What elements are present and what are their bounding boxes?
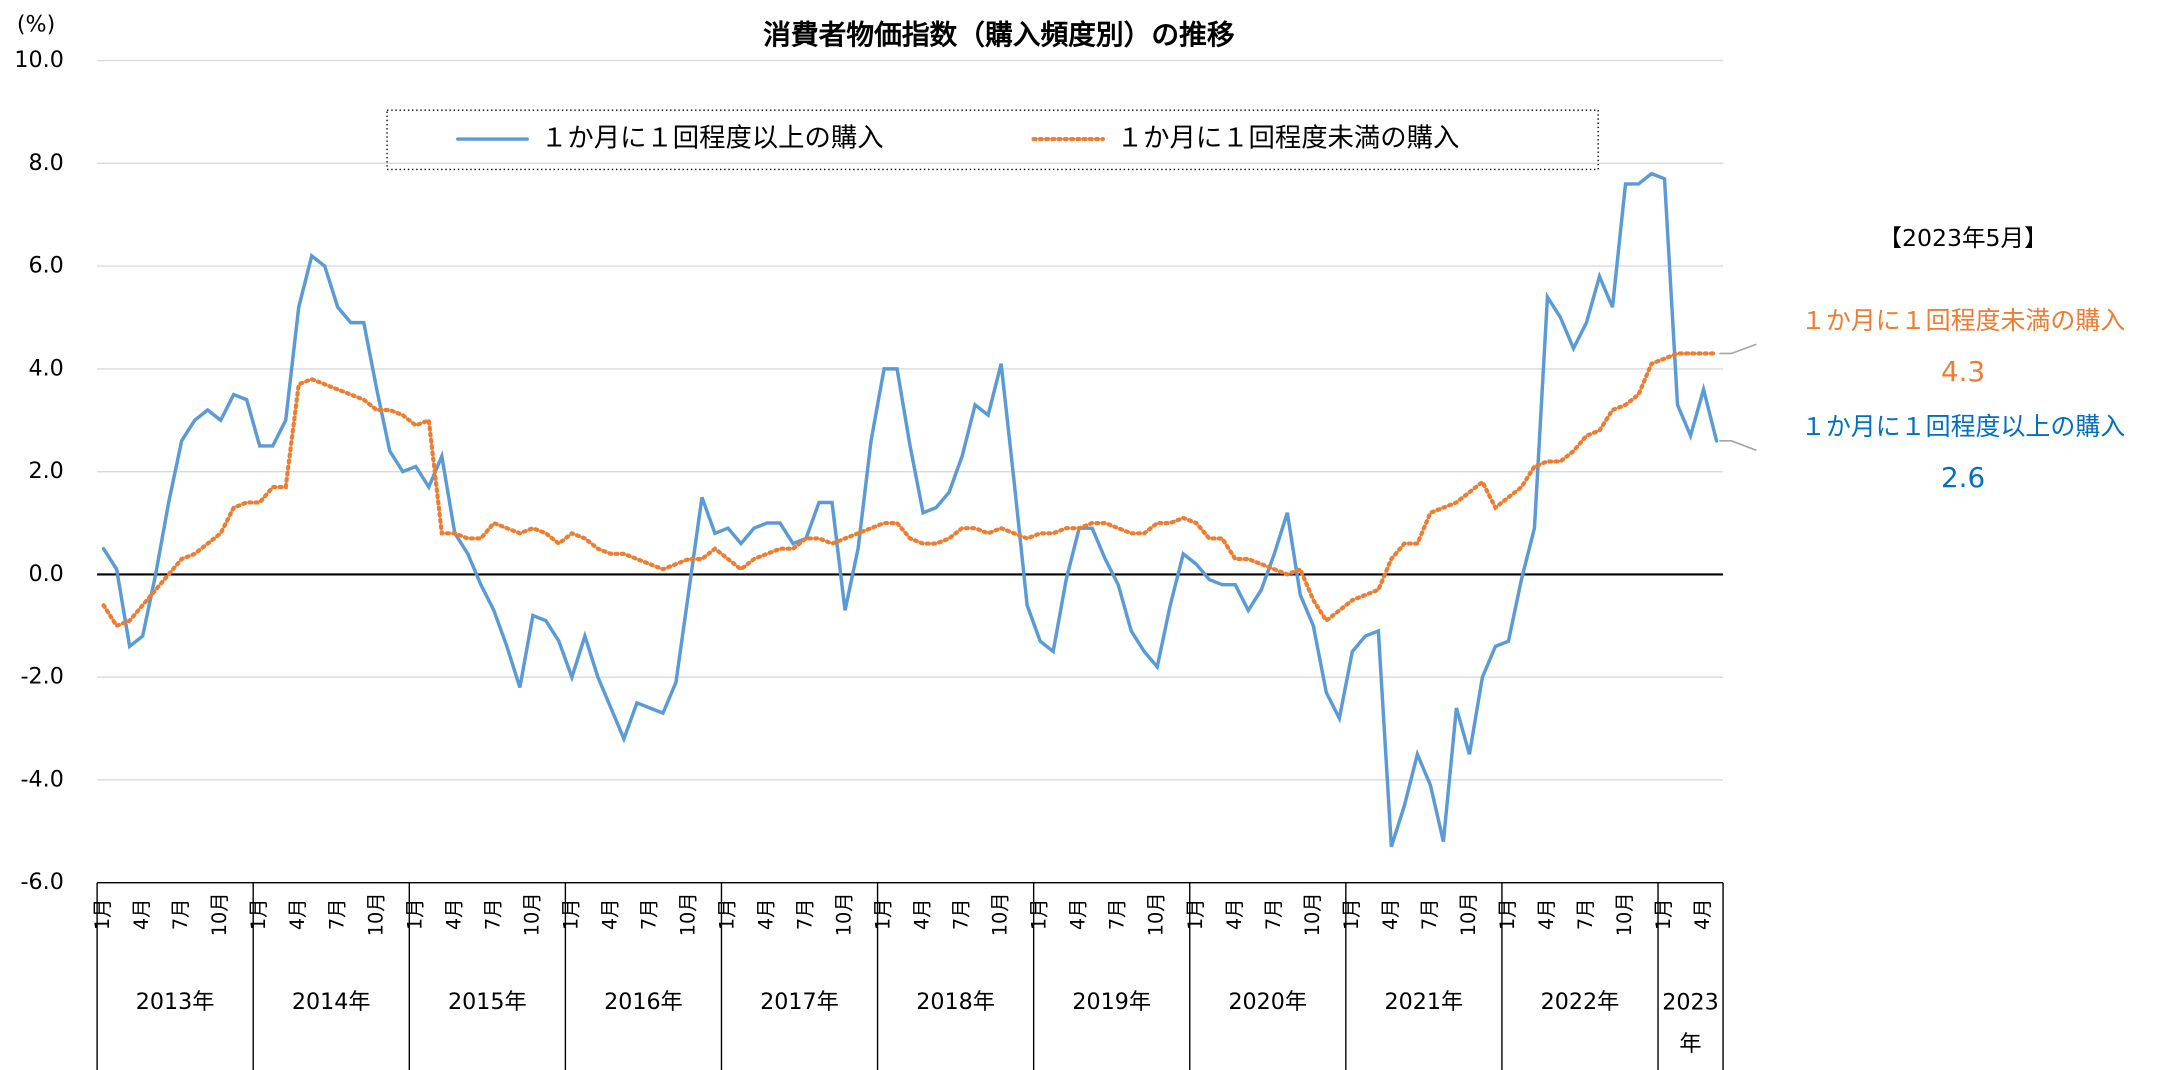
x-tick-label: 1月	[1028, 899, 1051, 931]
series-line	[101, 171, 1719, 848]
x-tick-label: 7月	[325, 899, 348, 931]
legend-label: １か月に１回程度未満の購入	[1117, 124, 1460, 154]
x-tick-label: 1月	[715, 899, 738, 931]
year-label: 2021年	[1385, 989, 1464, 1015]
x-tick-label: 1月	[559, 899, 582, 931]
x-tick-label: 1月	[1340, 899, 1363, 931]
x-tick-label: 10月	[208, 892, 231, 936]
year-label: 2016年	[604, 989, 683, 1015]
x-tick-label: 10月	[1145, 892, 1168, 936]
x-tick-label: 7月	[1106, 899, 1129, 931]
annotation-name: １か月に１回程度以上の購入	[1801, 412, 2125, 441]
year-label: 2022年	[1541, 989, 1620, 1015]
x-tick-label: 4月	[130, 899, 153, 931]
chart-title: 消費者物価指数（購入頻度別）の推移	[763, 18, 1235, 51]
x-tick-label: 1月	[1496, 899, 1519, 931]
x-tick-label: 1月	[91, 899, 114, 931]
annotation-title: 【2023年5月】	[1878, 224, 2047, 252]
x-tick-label: 10月	[833, 892, 856, 936]
x-tick-label: 4月	[598, 899, 621, 931]
y-tick-label: 4.0	[29, 355, 64, 381]
y-tick-label: -4.0	[21, 767, 64, 793]
x-tick-label: 4月	[1223, 899, 1246, 931]
year-label: 2023 年	[1662, 989, 1718, 1056]
y-tick-label: 10.0	[14, 47, 63, 73]
y-tick-label: -2.0	[21, 664, 64, 690]
x-tick-label: 10月	[364, 892, 387, 936]
x-tick-label: 4月	[286, 899, 309, 931]
x-tick-label: 10月	[520, 892, 543, 936]
x-tick-label: 10月	[1457, 892, 1480, 936]
x-tick-label: 7月	[950, 899, 973, 931]
year-label: 2020年	[1228, 989, 1307, 1015]
leader-line	[1719, 343, 1757, 355]
x-tick-label: 4月	[1379, 899, 1402, 931]
y-tick-label: -6.0	[21, 869, 64, 895]
x-tick-label: 7月	[1262, 899, 1285, 931]
x-tick-label: 7月	[481, 899, 504, 931]
year-label: 2018年	[916, 989, 995, 1015]
annotation-value: 2.6	[1941, 461, 1985, 494]
annotation-value: 4.3	[1941, 355, 1985, 388]
x-tick-label: 7月	[1574, 899, 1597, 931]
x-tick-label: 7月	[637, 899, 660, 931]
x-tick-label: 4月	[442, 899, 465, 931]
x-tick-label: 10月	[1613, 892, 1636, 936]
x-tick-label: 4月	[1067, 899, 1090, 931]
x-tick-label: 10月	[676, 892, 699, 936]
x-tick-label: 1月	[872, 899, 895, 931]
year-label: 2015年	[448, 989, 527, 1015]
series-line	[101, 351, 1719, 629]
year-label: 2014年	[292, 989, 371, 1015]
x-tick-label: 7月	[793, 899, 816, 931]
y-axis-label: (%)	[17, 11, 55, 37]
x-tick-label: 7月	[169, 899, 192, 931]
legend-box	[386, 109, 1599, 171]
x-tick-label: 1月	[403, 899, 426, 931]
x-tick-label: 4月	[754, 899, 777, 931]
x-tick-label: 1月	[247, 899, 270, 931]
year-label: 2019年	[1072, 989, 1151, 1015]
x-tick-label: 7月	[1418, 899, 1441, 931]
x-tick-label: 1月	[1652, 899, 1675, 931]
x-tick-label: 10月	[989, 892, 1012, 936]
year-label: 2013年	[136, 989, 215, 1015]
x-tick-label: 4月	[1691, 899, 1714, 931]
y-tick-label: 0.0	[29, 561, 64, 587]
x-tick-label: 4月	[911, 899, 934, 931]
y-tick-label: 2.0	[29, 458, 64, 484]
x-tick-label: 10月	[1301, 892, 1324, 936]
year-label: 2017年	[760, 989, 839, 1015]
y-tick-label: 8.0	[29, 150, 64, 176]
annotation-name: １か月に１回程度未満の購入	[1801, 306, 2125, 335]
leader-line	[1719, 439, 1757, 452]
y-tick-label: 6.0	[29, 253, 64, 279]
x-tick-label: 1月	[1184, 899, 1207, 931]
x-tick-label: 4月	[1535, 899, 1558, 931]
legend-label: １か月に１回程度以上の購入	[541, 124, 884, 154]
